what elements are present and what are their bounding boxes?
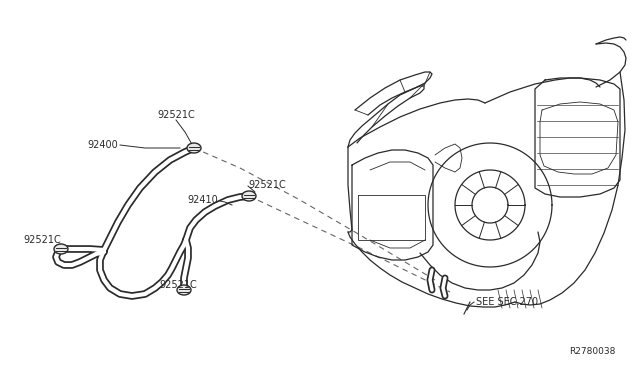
Text: 92400: 92400: [87, 140, 118, 150]
Text: 92521C: 92521C: [23, 235, 61, 245]
Text: 92521C: 92521C: [248, 180, 285, 190]
Ellipse shape: [242, 191, 256, 201]
Ellipse shape: [54, 244, 68, 254]
Ellipse shape: [177, 285, 191, 295]
Ellipse shape: [187, 143, 201, 153]
Text: 92521C: 92521C: [157, 110, 195, 120]
Text: R2780038: R2780038: [568, 347, 615, 356]
Text: 92410: 92410: [188, 195, 218, 205]
Text: 92521C: 92521C: [159, 280, 197, 290]
Text: SEE SEC.270: SEE SEC.270: [476, 297, 538, 307]
